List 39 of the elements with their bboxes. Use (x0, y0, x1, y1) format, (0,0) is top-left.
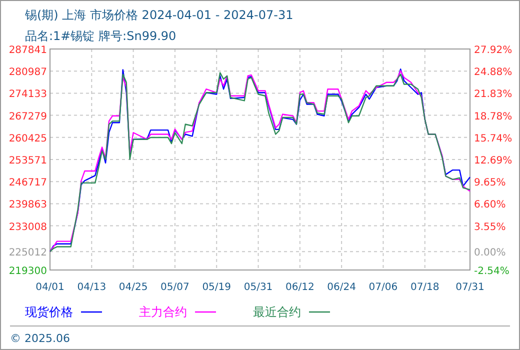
y2-tick-label: 24.88% (474, 67, 512, 78)
x-tick-label: 07/18 (410, 282, 440, 293)
y-tick-label: 280987 (8, 67, 47, 78)
x-tick-label: 04/25 (118, 282, 148, 293)
y2-tick-label: 15.74% (474, 133, 512, 144)
y2-tick-label: 27.92% (474, 45, 512, 56)
y-tick-label: 267279 (8, 111, 47, 122)
y-tick-label: 239863 (8, 200, 47, 211)
chart-title: 锡(期) 上海 市场价格 2024-04-01 - 2024-07-31 (24, 8, 294, 22)
x-tick-label: 05/31 (244, 282, 273, 293)
y-tick-label: 219300 (8, 266, 47, 277)
y-tick-label: 287841 (8, 45, 47, 56)
y2-tick-label: 6.60% (474, 200, 506, 211)
y2-tick-label: 21.83% (474, 89, 512, 100)
y2-tick-label: -2.54% (474, 266, 510, 277)
legend-label: 主力合约 (139, 305, 187, 319)
y-tick-label: 253571 (8, 156, 47, 166)
y2-tick-label: 9.65% (474, 178, 506, 189)
y-tick-label: 274133 (8, 89, 47, 100)
x-tick-label: 04/13 (77, 282, 106, 293)
chart-subtitle: 品名:1#锡锭 牌号:Sn99.90 (25, 29, 176, 43)
x-tick-label: 05/07 (160, 282, 190, 293)
x-tick-label: 07/31 (456, 282, 484, 293)
y2-tick-label: 18.78% (474, 111, 512, 122)
y2-tick-label: 3.55% (474, 222, 506, 233)
y-tick-label: 246717 (8, 178, 47, 189)
y-tick-label: 225012 (8, 248, 47, 259)
y-tick-label: 233008 (8, 222, 47, 233)
x-tick-label: 06/24 (327, 282, 356, 293)
x-tick-label: 05/19 (202, 282, 232, 293)
legend-label: 现货价格 (25, 305, 73, 319)
y2-tick-label: 12.69% (474, 156, 512, 166)
text: © 2025.06 (10, 332, 70, 345)
x-tick-label: 06/12 (286, 282, 314, 293)
x-tick-label: 04/01 (36, 282, 64, 293)
x-tick-label: 07/06 (368, 282, 398, 293)
legend-label: 最近合约 (253, 305, 301, 319)
y2-tick-label: 0.00% (474, 248, 506, 259)
y-tick-label: 260425 (8, 133, 47, 144)
